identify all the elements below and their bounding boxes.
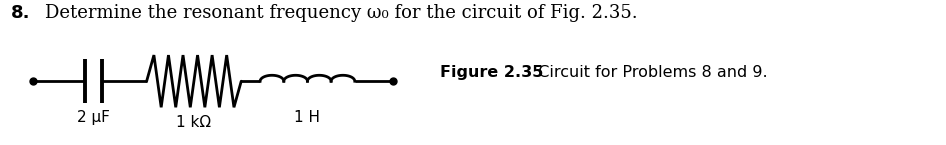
Text: Determine the resonant frequency ω₀ for the circuit of Fig. 2.35.: Determine the resonant frequency ω₀ for … [45,4,638,22]
Text: Circuit for Problems 8 and 9.: Circuit for Problems 8 and 9. [528,65,767,80]
Text: 2 μF: 2 μF [78,110,110,125]
Text: 1 kΩ: 1 kΩ [176,115,212,129]
Text: 1 H: 1 H [294,110,321,125]
Text: 8.: 8. [11,4,31,22]
Text: Figure 2.35: Figure 2.35 [440,65,543,80]
